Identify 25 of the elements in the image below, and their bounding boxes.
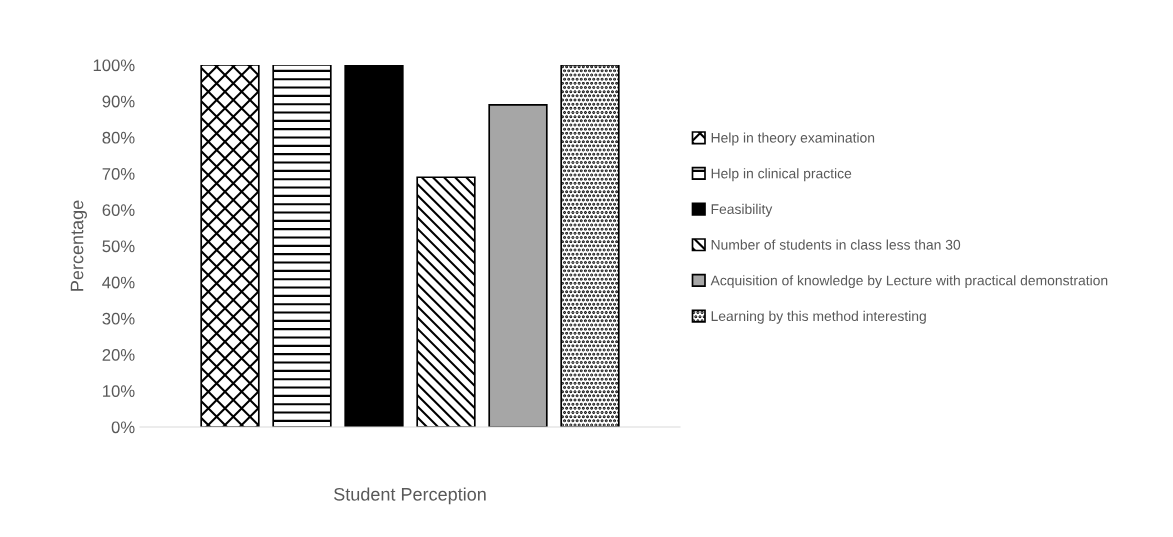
bar <box>488 103 548 427</box>
bar <box>416 176 476 427</box>
x-axis-title: Student Perception <box>334 487 486 505</box>
legend-label: Help in theory examination <box>711 132 875 146</box>
bar <box>272 65 332 427</box>
legend-label: Help in clinical practice <box>711 168 852 182</box>
y-tick-label: 50% <box>102 240 135 253</box>
y-tick-label: 10% <box>103 385 135 397</box>
y-tick-label: 20% <box>102 349 135 361</box>
legend-label: Learning by this method interesting <box>711 310 926 324</box>
y-axis-title: Percentage <box>70 200 87 291</box>
y-tick-label: 100% <box>93 59 135 72</box>
y-tick-label: 0% <box>111 421 135 434</box>
legend-label: Feasibility <box>711 203 773 217</box>
y-tick-label: 70% <box>102 168 135 180</box>
legend-label: Acquisition of knowledge by Lecture with practical demonstration <box>710 275 1108 289</box>
bar <box>200 65 260 427</box>
bar <box>560 65 620 427</box>
y-tick-label: 30% <box>102 312 135 325</box>
bar <box>344 65 404 427</box>
y-tick-label: 40% <box>102 276 135 289</box>
y-tick-label: 60% <box>102 204 135 216</box>
y-tick-label: 80% <box>102 131 135 144</box>
y-tick-label: 90% <box>102 95 135 108</box>
legend-label: Number of students in class less than 30 <box>711 239 961 250</box>
